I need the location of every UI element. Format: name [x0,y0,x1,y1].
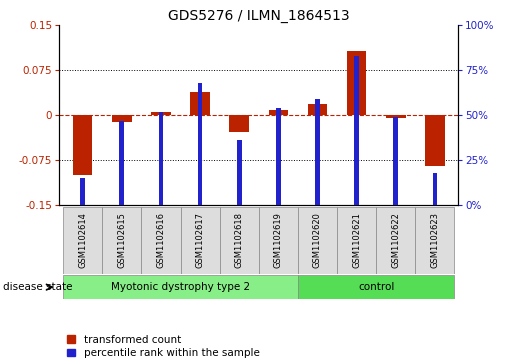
Text: GSM1102614: GSM1102614 [78,213,87,268]
Bar [307,105,327,115]
Text: GSM1102620: GSM1102620 [313,213,322,268]
Bar [433,173,437,205]
Text: Myotonic dystrophy type 2: Myotonic dystrophy type 2 [111,282,250,292]
Bar [112,115,132,122]
Bar [73,115,93,175]
Text: GSM1102618: GSM1102618 [235,212,244,269]
Text: GSM1102622: GSM1102622 [391,213,400,268]
Title: GDS5276 / ILMN_1864513: GDS5276 / ILMN_1864513 [168,9,350,23]
Bar [142,207,181,274]
Bar [63,275,298,299]
Text: GSM1102615: GSM1102615 [117,213,126,268]
Bar [237,140,242,205]
Text: GSM1102617: GSM1102617 [196,212,204,269]
Bar [198,83,202,205]
Bar [119,121,124,205]
Bar [191,93,210,115]
Bar [181,207,220,274]
Bar [393,117,398,205]
Text: GSM1102623: GSM1102623 [431,212,439,269]
Bar [259,207,298,274]
Bar [159,112,163,205]
Legend: transformed count, percentile rank within the sample: transformed count, percentile rank withi… [67,335,260,358]
Bar [102,207,142,274]
Bar [151,112,171,115]
Bar [376,207,415,274]
Bar [386,115,405,118]
Bar [230,115,249,132]
Text: GSM1102621: GSM1102621 [352,213,361,268]
Bar [425,115,444,166]
Bar [337,207,376,274]
Bar [354,56,359,205]
Bar [415,207,454,274]
Bar [298,275,454,299]
Bar [80,178,85,205]
Bar [220,207,259,274]
Bar [298,207,337,274]
Bar [276,108,281,205]
Bar [63,207,102,274]
Text: disease state: disease state [3,282,72,292]
Bar [268,110,288,115]
Bar [347,50,366,115]
Bar [315,99,320,205]
Text: control: control [358,282,394,292]
Text: GSM1102616: GSM1102616 [157,212,165,269]
Text: GSM1102619: GSM1102619 [274,213,283,268]
